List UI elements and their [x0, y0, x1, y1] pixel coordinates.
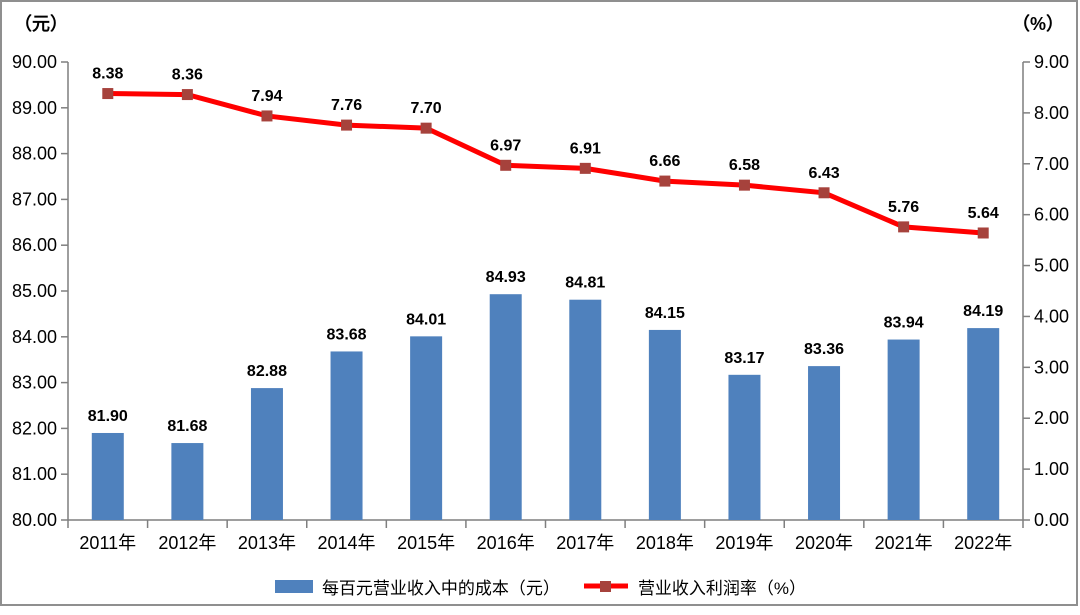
left-axis-tick-label: 84.00 [12, 327, 57, 347]
line-marker-2017年 [579, 162, 591, 174]
line-marker-2012年 [181, 89, 193, 101]
line-label-2015年: 7.70 [411, 100, 442, 117]
bar-2015年 [410, 336, 443, 520]
bar-label-2011年: 81.90 [88, 408, 128, 425]
bar-2021年 [887, 339, 920, 520]
legend-label-cost: 每百元营业收入中的成本（元） [321, 579, 560, 598]
bar-label-2014年: 83.68 [327, 326, 367, 343]
legend-item-cost: 每百元营业收入中的成本（元） [274, 574, 560, 599]
line-label-2020年: 6.43 [808, 165, 839, 182]
legend: 每百元营业收入中的成本（元） 营业收入利润率（%） [0, 574, 1080, 599]
bar-label-2017年: 84.81 [565, 275, 605, 292]
line-label-2014年: 7.76 [331, 97, 362, 114]
line-label-2013年: 7.94 [251, 88, 282, 105]
line-label-2017年: 6.91 [570, 140, 601, 157]
left-axis-tick-label: 86.00 [12, 235, 57, 255]
bar-2017年 [569, 299, 602, 520]
bar-label-2019年: 83.17 [724, 350, 764, 367]
right-axis-tick-label: 0.00 [1034, 510, 1069, 530]
right-axis-tick-label: 7.00 [1034, 154, 1069, 174]
bar-label-2021年: 83.94 [884, 315, 924, 332]
line-marker-2016年 [500, 159, 512, 171]
bar-label-2012年: 81.68 [167, 418, 207, 435]
left-axis-tick-label: 87.00 [12, 189, 57, 209]
line-swatch-icon [583, 581, 628, 592]
bar-label-2020年: 83.36 [804, 341, 844, 358]
bar-label-2016年: 84.93 [486, 269, 526, 286]
line-marker-2019年 [738, 179, 750, 191]
bar-2013年 [250, 388, 283, 520]
bar-2020年 [808, 366, 841, 520]
legend-line-marker [599, 581, 611, 592]
bar-label-2022年: 84.19 [963, 303, 1003, 320]
bar-2014年 [330, 351, 363, 520]
legend-label-margin: 营业收入利润率（%） [637, 579, 807, 598]
left-axis-tick-label: 83.00 [12, 373, 57, 393]
line-marker-2022年 [977, 227, 989, 239]
x-axis-label: 2019年 [715, 533, 773, 553]
bar-2011年 [91, 432, 124, 520]
bar-2018年 [648, 329, 681, 520]
x-axis-label: 2011年 [79, 533, 136, 553]
right-axis-tick-label: 9.00 [1034, 52, 1069, 72]
line-label-2011年: 8.38 [92, 66, 123, 83]
left-axis-tick-label: 85.00 [12, 281, 57, 301]
line-label-2016年: 6.97 [490, 137, 521, 154]
profit-margin-line [107, 91, 984, 236]
x-axis-label: 2013年 [238, 533, 296, 553]
bar-2012年 [171, 443, 204, 520]
line-marker-2014年 [341, 119, 353, 131]
x-axis-label: 2016年 [477, 533, 535, 553]
left-axis-tick-label: 80.00 [12, 510, 57, 530]
bar-2022年 [967, 328, 1000, 520]
line-label-2021年: 5.76 [888, 199, 919, 216]
bar-2016年 [489, 294, 522, 520]
right-axis-tick-label: 2.00 [1034, 408, 1069, 428]
right-axis-tick-label: 3.00 [1034, 357, 1069, 377]
line-marker-2013年 [261, 110, 273, 122]
left-axis-tick-label: 82.00 [12, 418, 57, 438]
line-label-2012年: 8.36 [172, 67, 203, 84]
x-axis-label: 2012年 [158, 533, 216, 553]
right-axis-tick-label: 4.00 [1034, 306, 1069, 326]
x-axis-label: 2020年 [795, 533, 853, 553]
line-marker-2018年 [659, 175, 671, 187]
legend-item-margin: 营业收入利润率（%） [582, 574, 806, 599]
line-marker-2015年 [420, 122, 432, 134]
right-axis-tick-label: 1.00 [1034, 459, 1069, 479]
legend-bar-swatch [274, 580, 313, 593]
x-axis-label: 2015年 [397, 533, 455, 553]
bar-swatch-icon [274, 580, 313, 593]
x-axis-label: 2022年 [954, 533, 1012, 553]
line-marker-2020年 [818, 187, 830, 199]
x-axis-label: 2018年 [636, 533, 694, 553]
x-axis-label: 2017年 [556, 533, 614, 553]
x-axis-label: 2021年 [875, 533, 933, 553]
left-axis-tick-label: 88.00 [12, 144, 57, 164]
line-label-2019年: 6.58 [729, 157, 760, 174]
bar-2019年 [728, 374, 761, 520]
left-axis-tick-label: 89.00 [12, 98, 57, 118]
line-label-2022年: 5.64 [968, 205, 999, 222]
line-marker-2021年 [898, 221, 910, 233]
line-marker-2011年 [102, 88, 114, 100]
bar-label-2013年: 82.88 [247, 363, 287, 380]
bar-label-2015年: 84.01 [406, 311, 446, 328]
left-axis-title: （元） [14, 14, 68, 34]
left-axis-tick-label: 81.00 [12, 464, 57, 484]
line-label-2018年: 6.66 [649, 153, 680, 170]
bar-label-2018年: 84.15 [645, 305, 685, 322]
right-axis-title: （%） [1011, 14, 1064, 34]
right-axis-tick-label: 6.00 [1034, 205, 1069, 225]
right-axis-tick-label: 5.00 [1034, 256, 1069, 276]
right-axis-tick-label: 8.00 [1034, 103, 1069, 123]
left-axis-tick-label: 90.00 [12, 52, 57, 72]
x-axis-label: 2014年 [318, 533, 376, 553]
